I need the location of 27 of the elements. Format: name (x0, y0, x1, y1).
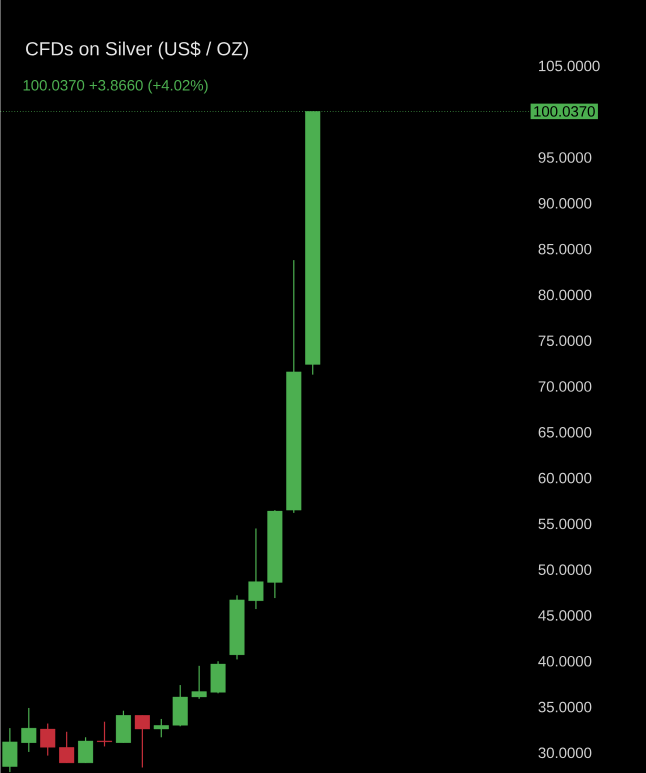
y-tick-label: 50.0000 (538, 564, 592, 575)
candlestick (78, 736, 93, 764)
candlestick (191, 665, 206, 700)
y-tick-label: 30.0000 (538, 748, 592, 758)
y-tick-label: 75.0000 (538, 335, 592, 346)
y-tick-label: 90.0000 (538, 198, 592, 209)
y-tick-label: 70.0000 (538, 381, 592, 392)
y-tick-label: 95.0000 (538, 152, 592, 163)
y-tick-label: 60.0000 (538, 472, 592, 484)
y-tick-label: 55.0000 (538, 518, 592, 530)
candlestick (96, 721, 112, 748)
candlestick (40, 722, 56, 756)
y-tick-label: 35.0000 (538, 702, 592, 712)
candlestick (154, 718, 169, 738)
text: 100.0370 +3.8660 (+4.02%) (23, 80, 208, 94)
ref-line-label: 100.0370 (534, 106, 595, 117)
y-tick-label: 85.0000 (538, 244, 592, 254)
y-tick-label: 65.0000 (538, 426, 592, 438)
y-tick-label: 105.0000 (538, 60, 600, 72)
text: CFDs on Silver (US$ / OZ) (26, 41, 248, 60)
candlestick (21, 707, 36, 753)
y-tick-label: 45.0000 (538, 610, 592, 621)
candlestick (58, 731, 74, 764)
candlestick (134, 714, 150, 768)
candlestick (248, 528, 264, 610)
y-tick-label: 40.0000 (538, 656, 592, 667)
y-tick-label: 80.0000 (538, 290, 592, 300)
